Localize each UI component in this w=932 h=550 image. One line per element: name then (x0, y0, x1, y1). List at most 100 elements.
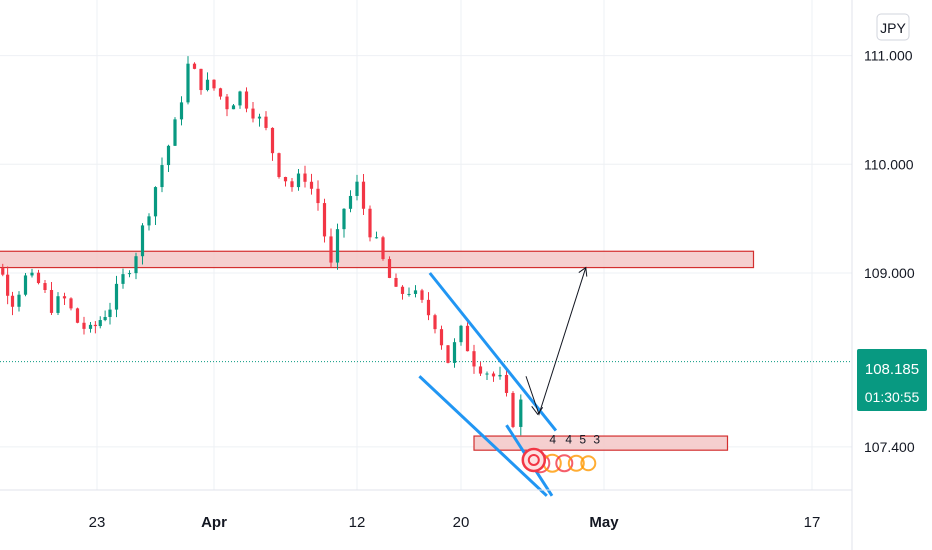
candle-body (283, 176, 288, 182)
candle-body (30, 272, 34, 276)
grid (0, 0, 852, 490)
candle-body (478, 366, 483, 374)
candle-body (257, 116, 262, 119)
candle-body (114, 283, 119, 310)
candle-body (36, 272, 41, 284)
pattern-number: 4 (549, 433, 556, 447)
candle-body (93, 324, 97, 327)
candle-body (192, 63, 197, 69)
candle-body (231, 105, 236, 110)
candle-body (439, 329, 444, 346)
candle-body (316, 188, 320, 204)
candle-body (212, 79, 216, 89)
currency-label: JPY (880, 20, 906, 36)
candle-body (296, 173, 301, 188)
pattern-marker-inner (527, 453, 540, 466)
projection-arrow (525, 267, 587, 416)
candle-body (491, 373, 496, 377)
support-zone (473, 435, 729, 451)
candle-body (472, 351, 476, 367)
zones (0, 250, 755, 451)
pattern-number: 5 (579, 433, 586, 447)
candle-body (342, 208, 346, 230)
candle-body (355, 181, 359, 196)
channel-upper-line (428, 272, 558, 432)
candle-body (387, 259, 392, 278)
x-tick-label: 23 (89, 514, 106, 531)
candle-body (173, 119, 177, 146)
last-price-tag: 108.185 01:30:55 (857, 349, 927, 411)
candle-body (238, 91, 242, 106)
candle-body (264, 116, 268, 128)
candle-body (225, 96, 229, 110)
candle-body (400, 286, 405, 294)
candle-body (322, 203, 327, 237)
channel-lower-line (418, 375, 548, 497)
candle-body (160, 165, 164, 188)
candle-body (244, 91, 249, 109)
candle-body (17, 294, 21, 307)
reversal-arrow-head (531, 406, 544, 416)
pattern-marker-ring (555, 454, 574, 473)
candles (1, 56, 523, 436)
candle-body (329, 236, 333, 263)
candle-body (407, 293, 411, 295)
candle-body (303, 173, 307, 182)
candle-body (446, 345, 450, 363)
candle-body (186, 63, 190, 103)
x-tick-label: 20 (453, 514, 470, 531)
candle-body (1, 268, 5, 275)
candle-body (134, 256, 138, 274)
x-tick-label: Apr (201, 514, 227, 531)
x-tick-label: May (589, 514, 619, 531)
resistance-zone (0, 250, 755, 269)
y-tick-label: 109.000 (864, 265, 915, 281)
candle-body (519, 399, 523, 427)
pattern-number: 3 (593, 433, 600, 447)
y-tick-label: 110.000 (864, 156, 914, 172)
candle-body (121, 274, 125, 284)
candle-body (504, 374, 509, 393)
candle-body (62, 296, 67, 299)
candle-body (485, 373, 489, 375)
candle-body (199, 68, 203, 91)
candle-body (140, 225, 145, 257)
candle-body (433, 315, 437, 330)
candle-body (56, 296, 60, 313)
candle-body (147, 216, 151, 226)
candle-body (49, 289, 54, 313)
candle-body (374, 237, 379, 239)
x-tick-label: 17 (804, 514, 821, 531)
pattern-number: 4 (565, 433, 572, 447)
candle-body (361, 181, 366, 209)
candle-body (23, 275, 28, 295)
currency-badge[interactable]: JPY (876, 13, 910, 41)
candle-body (10, 295, 15, 307)
x-tick-label: 12 (349, 514, 366, 531)
candle-body (179, 102, 184, 120)
candle-body (127, 273, 132, 275)
candle-body (103, 316, 107, 321)
pattern-marker-ring (567, 454, 585, 472)
candle-body (413, 290, 418, 294)
candle-body (309, 181, 314, 189)
candle-body (335, 229, 340, 263)
candle-body (218, 88, 223, 97)
last-price-value: 108.185 (865, 361, 919, 378)
candle-body (108, 309, 112, 317)
y-tick-label: 111.000 (864, 48, 913, 64)
candle-body (452, 342, 457, 363)
candle-body (368, 208, 372, 238)
price-axis[interactable]: 111.000 110.000 109.000 107.400 (864, 48, 915, 455)
projection-arrow-head (578, 266, 588, 277)
candle-body (381, 237, 385, 260)
candle-body (348, 195, 353, 209)
candle-body (69, 298, 73, 309)
countdown-timer: 01:30:55 (865, 389, 920, 405)
candle-body (75, 308, 80, 323)
time-axis[interactable]: 23 Apr 12 20 May 17 (89, 514, 821, 531)
candle-body (498, 374, 502, 377)
